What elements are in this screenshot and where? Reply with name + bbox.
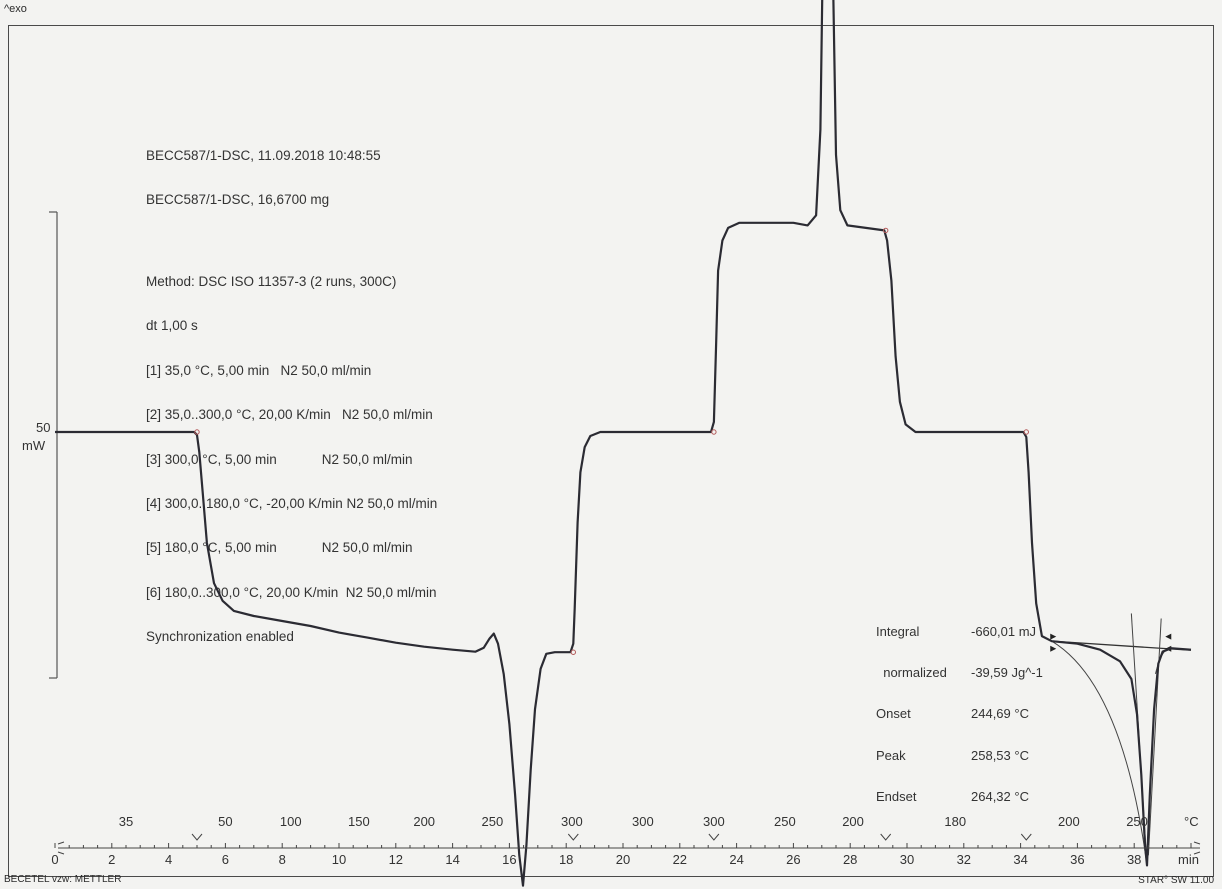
- temperature-tick-label: 250: [1126, 814, 1148, 829]
- result-value: 244,69 °C: [971, 706, 1029, 722]
- segment-chevron-icon: [708, 833, 720, 841]
- temperature-tick-label: 180: [944, 814, 966, 829]
- time-tick-label: 22: [673, 852, 687, 867]
- time-tick-label: 32: [957, 852, 971, 867]
- info-line: Synchronization enabled: [146, 629, 294, 645]
- exo-direction-label: ^exo: [4, 3, 27, 15]
- result-label: Onset: [876, 706, 911, 722]
- time-tick-label: 0: [51, 852, 58, 867]
- dsc-curve-line: [55, 0, 1192, 887]
- temperature-tick-label: 50: [218, 814, 232, 829]
- temperature-tick-label: 300: [561, 814, 583, 829]
- scale-bar-unit: mW: [22, 438, 46, 453]
- endset-tangent-line: [1147, 618, 1162, 856]
- segment-chevron-icon: [1020, 833, 1032, 841]
- temperature-tick-label: 200: [842, 814, 864, 829]
- limit-marker-icon: [1165, 633, 1172, 640]
- segment-boundary-marker: [570, 649, 576, 655]
- segment-boundary-marker: [711, 429, 717, 435]
- temperature-tick-label: 150: [348, 814, 370, 829]
- time-tick-label: 34: [1013, 852, 1027, 867]
- temperature-tick-label: 300: [703, 814, 725, 829]
- time-tick-label: 8: [279, 852, 286, 867]
- limit-marker-icon: [1050, 633, 1057, 640]
- dsc-curve-group: [55, 0, 1192, 887]
- temperature-tick-label: 100: [280, 814, 302, 829]
- time-tick-label: 12: [389, 852, 403, 867]
- result-label: Peak: [876, 747, 906, 763]
- info-line: Method: DSC ISO 11357-3 (2 runs, 300C): [146, 273, 397, 289]
- footer-software: STAR° SW 11.00: [1138, 875, 1214, 886]
- temperature-axis-unit: °C: [1184, 814, 1199, 829]
- segment-chevron-icon: [880, 833, 892, 841]
- temperature-tick-label: 200: [413, 814, 435, 829]
- info-line: [2] 35,0..300,0 °C, 20,00 K/min N2 50,0 …: [146, 407, 433, 423]
- info-line: [4] 300,0..180,0 °C, -20,00 K/min N2 50,…: [146, 495, 438, 511]
- info-line: BECC587/1-DSC, 11.09.2018 10:48:55: [146, 147, 381, 163]
- method-info-block: BECC587/1-DSC, 11.09.2018 10:48:55 BECC5…: [146, 119, 437, 660]
- temperature-tick-label: 250: [482, 814, 504, 829]
- time-axis-start-arrow: [57, 841, 65, 855]
- segment-boundary-marker: [194, 429, 200, 435]
- result-value: 258,53 °C: [971, 747, 1029, 763]
- time-axis-end-arrow: [1193, 841, 1201, 855]
- result-value: -39,59 Jg^-1: [971, 664, 1043, 680]
- temperature-tick-label: 300: [632, 814, 654, 829]
- time-axis: 0 2 4 6 8 10 12 14 16 18 20 22 24 26 28 30 32 34 36 38 min: [51, 841, 1201, 867]
- time-tick-label: 38: [1127, 852, 1141, 867]
- segment-boundary-marker: [1023, 429, 1029, 435]
- integral-fill-curve: [1051, 640, 1148, 866]
- results-values: -660,01 mJ -39,59 Jg^-1 244,69 °C 258,53…: [971, 597, 1043, 818]
- info-line: BECC587/1-DSC, 16,6700 mg: [146, 191, 330, 207]
- result-value: -660,01 mJ: [971, 623, 1037, 639]
- time-tick-label: 36: [1070, 852, 1084, 867]
- temperature-axis: 35 50 100 150 200 250 300 300 300 250 200 180 200 250…: [119, 814, 1199, 841]
- result-value: 264,32 °C: [971, 789, 1029, 805]
- footer-company: BECETEL vzw: METTLER: [4, 874, 122, 885]
- info-line: [1] 35,0 °C, 5,00 min N2 50,0 ml/min: [146, 362, 372, 378]
- limit-marker-icon: [1050, 645, 1057, 652]
- temperature-tick-label: 35: [119, 814, 133, 829]
- time-tick-label: 10: [332, 852, 346, 867]
- time-tick-label: 26: [786, 852, 800, 867]
- time-tick-label: 6: [222, 852, 229, 867]
- time-tick-label: 20: [616, 852, 630, 867]
- time-tick-label: 4: [165, 852, 172, 867]
- time-tick-label: 24: [729, 852, 743, 867]
- segment-chevron-icon: [567, 833, 579, 841]
- temperature-tick-label: 200: [1058, 814, 1080, 829]
- time-tick-label: 18: [559, 852, 573, 867]
- info-line: [6] 180,0..300,0 °C, 20,00 K/min N2 50,0…: [146, 584, 437, 600]
- scale-bar: 50 mW: [22, 211, 58, 679]
- scale-bar-value: 50: [36, 420, 50, 435]
- result-label: normalized: [876, 664, 947, 680]
- result-label: Integral: [876, 623, 920, 639]
- time-tick-label: 14: [445, 852, 459, 867]
- time-tick-label: 2: [108, 852, 115, 867]
- time-tick-label: 30: [900, 852, 914, 867]
- info-line: dt 1,00 s: [146, 318, 198, 334]
- result-label: Endset: [876, 789, 917, 805]
- results-labels: Integral normalized Onset Peak Endset: [876, 597, 947, 818]
- time-tick-label: 28: [843, 852, 857, 867]
- time-axis-unit: min: [1178, 852, 1199, 867]
- info-line: [3] 300,0 °C, 5,00 min N2 50,0 ml/min: [146, 451, 413, 467]
- plot-frame: [8, 25, 1214, 877]
- time-tick-label: 16: [502, 852, 516, 867]
- segment-markers: [194, 227, 1029, 655]
- temperature-tick-label: 250: [774, 814, 796, 829]
- segment-chevron-icon: [191, 833, 203, 841]
- segment-boundary-marker: [883, 227, 889, 234]
